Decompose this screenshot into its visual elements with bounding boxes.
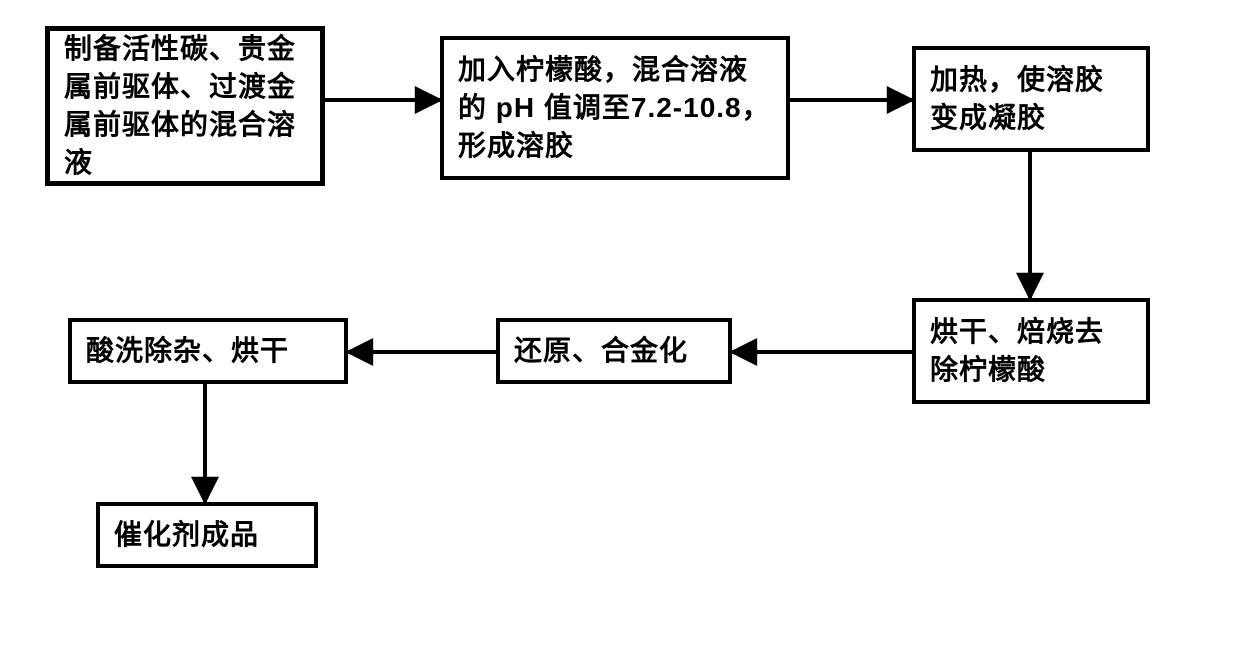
flow-node-n5: 还原、合金化 [496, 318, 732, 384]
flow-node-n7: 催化剂成品 [96, 502, 318, 568]
flow-node-n6: 酸洗除杂、烘干 [68, 318, 348, 384]
flow-node-n2: 加入柠檬酸，混合溶液的 pH 值调至7.2-10.8，形成溶胶 [440, 36, 790, 180]
flow-node-n4: 烘干、焙烧去除柠檬酸 [912, 298, 1150, 404]
flow-node-n3: 加热，使溶胶变成凝胶 [912, 46, 1150, 152]
flowchart-canvas: 制备活性碳、贵金属前驱体、过渡金属前驱体的混合溶液加入柠檬酸，混合溶液的 pH … [0, 0, 1240, 646]
flow-node-n1: 制备活性碳、贵金属前驱体、过渡金属前驱体的混合溶液 [45, 26, 325, 186]
